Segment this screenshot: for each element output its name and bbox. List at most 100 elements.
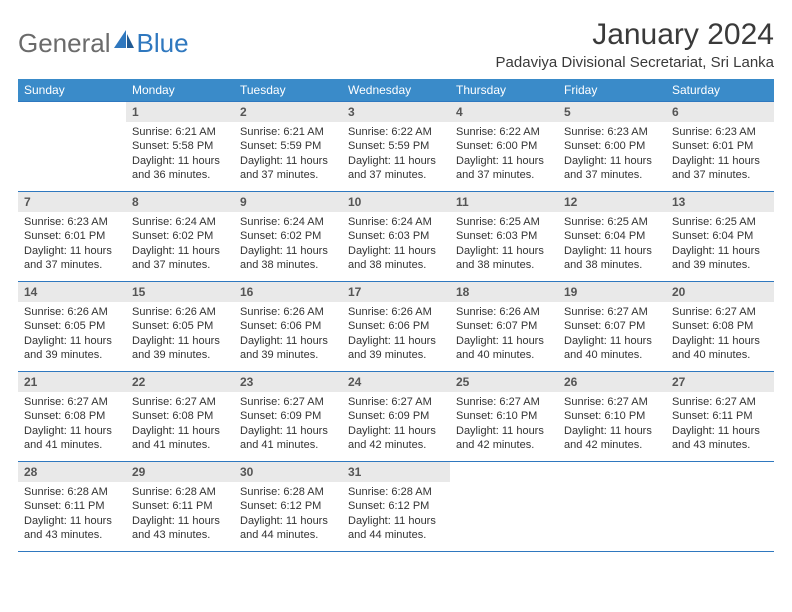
calendar-day-cell: 8Sunrise: 6:24 AMSunset: 6:02 PMDaylight… xyxy=(126,192,234,282)
calendar-day-cell: 16Sunrise: 6:26 AMSunset: 6:06 PMDayligh… xyxy=(234,282,342,372)
sunset-text: Sunset: 6:07 PM xyxy=(456,319,552,333)
sunset-text: Sunset: 6:08 PM xyxy=(672,319,768,333)
day-number: 1 xyxy=(126,102,234,122)
sunset-text: Sunset: 6:02 PM xyxy=(132,229,228,243)
sunrise-text: Sunrise: 6:27 AM xyxy=(240,395,336,409)
day-body: Sunrise: 6:28 AMSunset: 6:12 PMDaylight:… xyxy=(234,482,342,546)
calendar-day-cell: 3Sunrise: 6:22 AMSunset: 5:59 PMDaylight… xyxy=(342,102,450,192)
calendar-day-cell: 27Sunrise: 6:27 AMSunset: 6:11 PMDayligh… xyxy=(666,372,774,462)
calendar-day-cell: 20Sunrise: 6:27 AMSunset: 6:08 PMDayligh… xyxy=(666,282,774,372)
weekday-header: Wednesday xyxy=(342,79,450,102)
sunset-text: Sunset: 6:11 PM xyxy=(132,499,228,513)
daylight-text: Daylight: 11 hours and 38 minutes. xyxy=(348,244,444,273)
daylight-text: Daylight: 11 hours and 37 minutes. xyxy=(348,154,444,183)
day-number: 29 xyxy=(126,462,234,482)
sunrise-text: Sunrise: 6:25 AM xyxy=(564,215,660,229)
day-number: 28 xyxy=(18,462,126,482)
day-number: 27 xyxy=(666,372,774,392)
day-number: 19 xyxy=(558,282,666,302)
calendar-week-row: 28Sunrise: 6:28 AMSunset: 6:11 PMDayligh… xyxy=(18,462,774,552)
calendar-week-row: 14Sunrise: 6:26 AMSunset: 6:05 PMDayligh… xyxy=(18,282,774,372)
day-number: 25 xyxy=(450,372,558,392)
sunset-text: Sunset: 6:01 PM xyxy=(672,139,768,153)
daylight-text: Daylight: 11 hours and 44 minutes. xyxy=(240,514,336,543)
day-body: Sunrise: 6:27 AMSunset: 6:08 PMDaylight:… xyxy=(18,392,126,456)
sunset-text: Sunset: 6:06 PM xyxy=(348,319,444,333)
calendar-day-cell xyxy=(18,102,126,192)
sunrise-text: Sunrise: 6:27 AM xyxy=(132,395,228,409)
day-body: Sunrise: 6:26 AMSunset: 6:06 PMDaylight:… xyxy=(342,302,450,366)
sunrise-text: Sunrise: 6:28 AM xyxy=(132,485,228,499)
sunset-text: Sunset: 6:05 PM xyxy=(24,319,120,333)
day-body: Sunrise: 6:23 AMSunset: 6:01 PMDaylight:… xyxy=(18,212,126,276)
calendar-day-cell: 9Sunrise: 6:24 AMSunset: 6:02 PMDaylight… xyxy=(234,192,342,282)
daylight-text: Daylight: 11 hours and 39 minutes. xyxy=(348,334,444,363)
day-body: Sunrise: 6:28 AMSunset: 6:11 PMDaylight:… xyxy=(18,482,126,546)
sail-icon xyxy=(113,30,135,50)
sunrise-text: Sunrise: 6:23 AM xyxy=(24,215,120,229)
calendar-day-cell: 1Sunrise: 6:21 AMSunset: 5:58 PMDaylight… xyxy=(126,102,234,192)
sunrise-text: Sunrise: 6:24 AM xyxy=(348,215,444,229)
weekday-header: Monday xyxy=(126,79,234,102)
weekday-header: Sunday xyxy=(18,79,126,102)
day-number: 12 xyxy=(558,192,666,212)
logo-word-general: General xyxy=(18,28,111,59)
calendar-day-cell xyxy=(558,462,666,552)
calendar-day-cell: 4Sunrise: 6:22 AMSunset: 6:00 PMDaylight… xyxy=(450,102,558,192)
sunset-text: Sunset: 6:04 PM xyxy=(672,229,768,243)
calendar-day-cell: 25Sunrise: 6:27 AMSunset: 6:10 PMDayligh… xyxy=(450,372,558,462)
sunrise-text: Sunrise: 6:27 AM xyxy=(672,395,768,409)
sunrise-text: Sunrise: 6:26 AM xyxy=(132,305,228,319)
daylight-text: Daylight: 11 hours and 41 minutes. xyxy=(24,424,120,453)
header: General Blue January 2024 Padaviya Divis… xyxy=(18,18,774,71)
daylight-text: Daylight: 11 hours and 37 minutes. xyxy=(456,154,552,183)
sunrise-text: Sunrise: 6:26 AM xyxy=(348,305,444,319)
daylight-text: Daylight: 11 hours and 38 minutes. xyxy=(564,244,660,273)
day-body: Sunrise: 6:27 AMSunset: 6:10 PMDaylight:… xyxy=(558,392,666,456)
calendar-day-cell: 5Sunrise: 6:23 AMSunset: 6:00 PMDaylight… xyxy=(558,102,666,192)
day-body: Sunrise: 6:28 AMSunset: 6:12 PMDaylight:… xyxy=(342,482,450,546)
day-number: 9 xyxy=(234,192,342,212)
day-number: 26 xyxy=(558,372,666,392)
day-number: 18 xyxy=(450,282,558,302)
day-number: 16 xyxy=(234,282,342,302)
sunrise-text: Sunrise: 6:28 AM xyxy=(240,485,336,499)
sunset-text: Sunset: 6:11 PM xyxy=(24,499,120,513)
sunset-text: Sunset: 6:00 PM xyxy=(456,139,552,153)
day-body: Sunrise: 6:25 AMSunset: 6:04 PMDaylight:… xyxy=(558,212,666,276)
daylight-text: Daylight: 11 hours and 43 minutes. xyxy=(132,514,228,543)
title-block: January 2024 Padaviya Divisional Secreta… xyxy=(496,18,774,71)
sunrise-text: Sunrise: 6:26 AM xyxy=(456,305,552,319)
day-number: 5 xyxy=(558,102,666,122)
calendar-day-cell: 10Sunrise: 6:24 AMSunset: 6:03 PMDayligh… xyxy=(342,192,450,282)
calendar-day-cell: 31Sunrise: 6:28 AMSunset: 6:12 PMDayligh… xyxy=(342,462,450,552)
daylight-text: Daylight: 11 hours and 41 minutes. xyxy=(132,424,228,453)
page-title: January 2024 xyxy=(496,18,774,52)
day-number: 23 xyxy=(234,372,342,392)
day-number: 6 xyxy=(666,102,774,122)
sunrise-text: Sunrise: 6:28 AM xyxy=(348,485,444,499)
sunrise-text: Sunrise: 6:23 AM xyxy=(672,125,768,139)
sunset-text: Sunset: 6:10 PM xyxy=(456,409,552,423)
sunrise-text: Sunrise: 6:27 AM xyxy=(348,395,444,409)
day-body: Sunrise: 6:28 AMSunset: 6:11 PMDaylight:… xyxy=(126,482,234,546)
daylight-text: Daylight: 11 hours and 37 minutes. xyxy=(564,154,660,183)
calendar-day-cell: 13Sunrise: 6:25 AMSunset: 6:04 PMDayligh… xyxy=(666,192,774,282)
daylight-text: Daylight: 11 hours and 42 minutes. xyxy=(564,424,660,453)
sunrise-text: Sunrise: 6:27 AM xyxy=(456,395,552,409)
day-number: 17 xyxy=(342,282,450,302)
sunrise-text: Sunrise: 6:26 AM xyxy=(24,305,120,319)
sunrise-text: Sunrise: 6:27 AM xyxy=(672,305,768,319)
day-body: Sunrise: 6:26 AMSunset: 6:05 PMDaylight:… xyxy=(18,302,126,366)
sunrise-text: Sunrise: 6:24 AM xyxy=(132,215,228,229)
calendar-day-cell: 7Sunrise: 6:23 AMSunset: 6:01 PMDaylight… xyxy=(18,192,126,282)
sunset-text: Sunset: 6:08 PM xyxy=(132,409,228,423)
sunset-text: Sunset: 5:59 PM xyxy=(348,139,444,153)
page-subtitle: Padaviya Divisional Secretariat, Sri Lan… xyxy=(496,54,774,71)
calendar-day-cell: 2Sunrise: 6:21 AMSunset: 5:59 PMDaylight… xyxy=(234,102,342,192)
day-number: 24 xyxy=(342,372,450,392)
sunset-text: Sunset: 6:01 PM xyxy=(24,229,120,243)
sunset-text: Sunset: 6:02 PM xyxy=(240,229,336,243)
sunset-text: Sunset: 6:10 PM xyxy=(564,409,660,423)
day-number: 3 xyxy=(342,102,450,122)
